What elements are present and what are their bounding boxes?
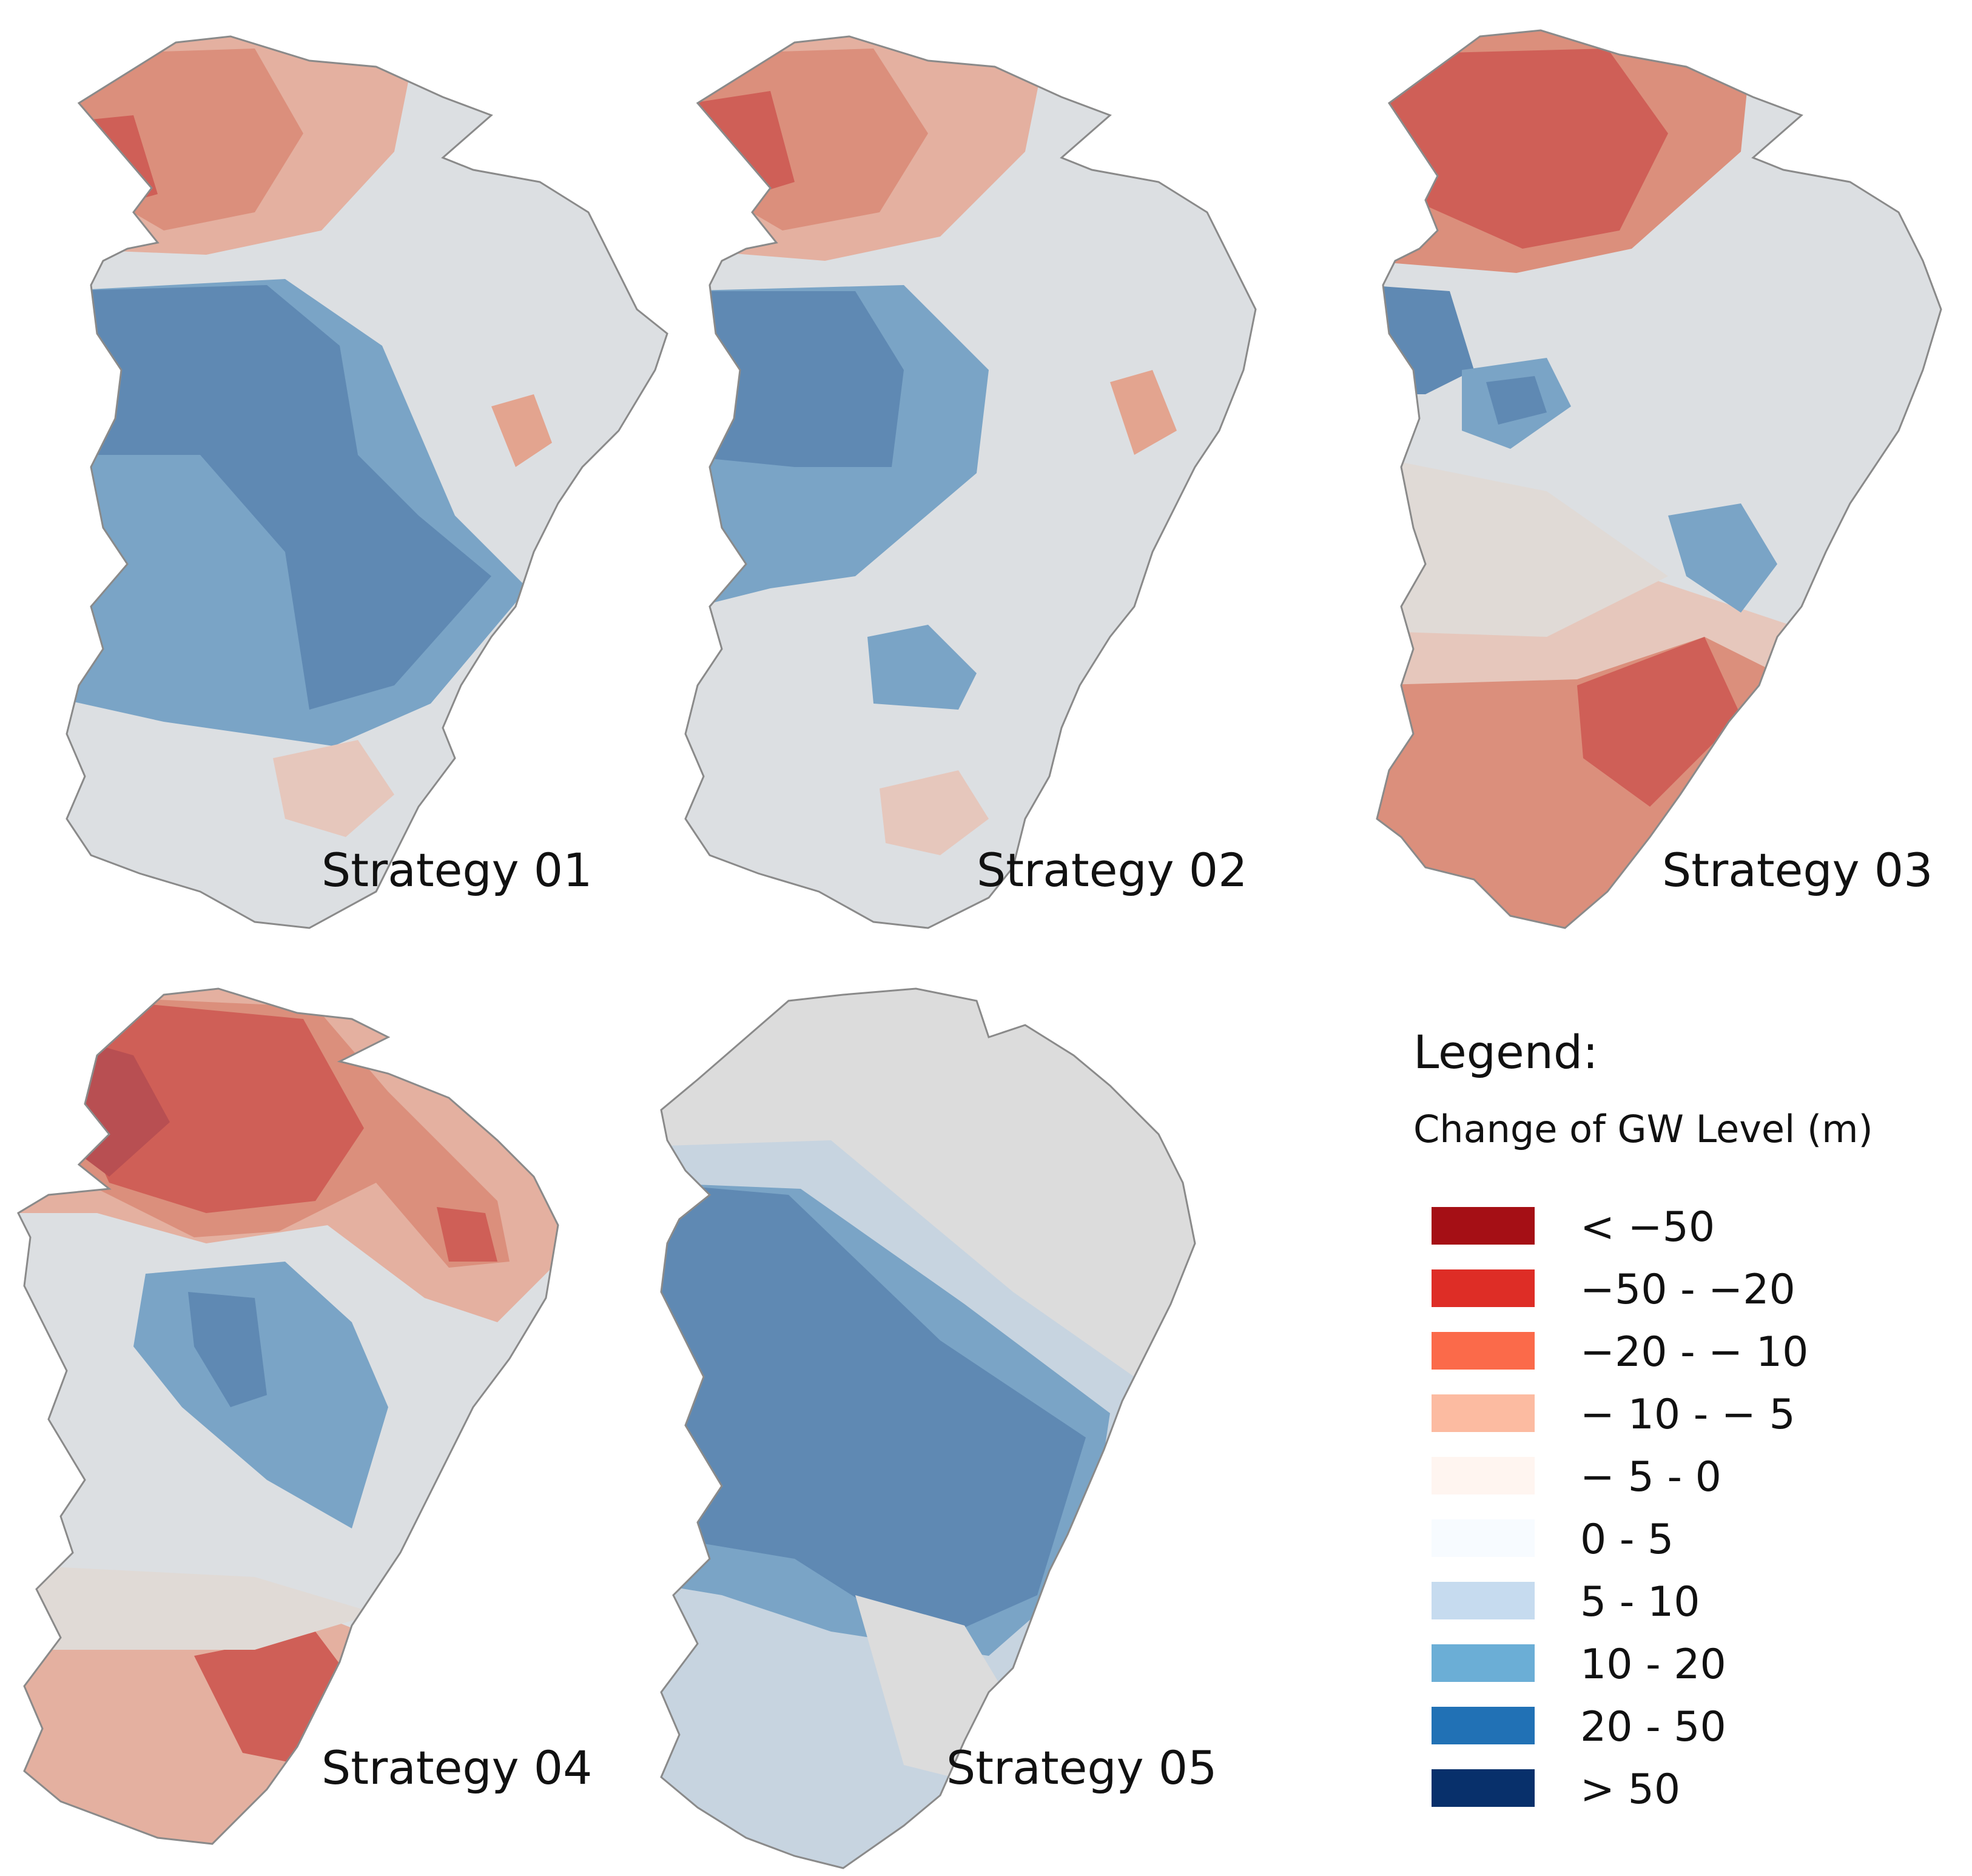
legend-item-20-50: 20 - 50	[1432, 1703, 1917, 1751]
legend-swatch	[1432, 1332, 1535, 1370]
legend-item-m5-0: − 5 - 0	[1432, 1453, 1917, 1501]
legend-item-m20-m10: −20 - − 10	[1432, 1328, 1917, 1376]
legend-swatch	[1432, 1644, 1535, 1682]
legend-subtitle: Change of GW Level (m)	[1413, 1107, 1873, 1151]
legend-item-5-10: 5 - 10	[1432, 1578, 1917, 1626]
legend-item-lt-m50: < −50	[1432, 1203, 1917, 1251]
legend-item-m50-m20: −50 - −20	[1432, 1266, 1917, 1314]
zone-near-zero	[855, 1595, 1001, 1777]
legend-item-gt-50: > 50	[1432, 1766, 1917, 1814]
zone-near-zero	[18, 1565, 376, 1650]
legend-swatch	[1432, 1769, 1535, 1807]
map-strategy-05	[660, 987, 1196, 1869]
legend-item-0-5: 0 - 5	[1432, 1516, 1917, 1564]
map-panel-strategy-05: Strategy 05	[649, 987, 1231, 1869]
zone-negative-minor	[273, 740, 394, 837]
map-strategy-04	[17, 987, 559, 1845]
legend-label: − 5 - 0	[1580, 1453, 1721, 1501]
legend-label: < −50	[1580, 1203, 1715, 1251]
map-panel-strategy-03: Strategy 03	[1365, 29, 1947, 952]
map-strategy-01	[66, 35, 668, 929]
map-panel-strategy-04: Strategy 04	[12, 983, 594, 1868]
zone-positive-core	[1486, 376, 1547, 425]
zone-positive-strong	[685, 291, 904, 467]
panel-label: Strategy 04	[321, 1741, 593, 1795]
map-strategy-03	[1376, 29, 1942, 929]
legend-label: 0 - 5	[1580, 1516, 1674, 1564]
legend-swatch	[1432, 1269, 1535, 1307]
legend-label: −50 - −20	[1580, 1266, 1795, 1314]
panel-label: Strategy 03	[1662, 843, 1933, 897]
legend-label: 5 - 10	[1580, 1578, 1700, 1626]
legend-swatch	[1432, 1519, 1535, 1557]
zone-near-zero	[1377, 455, 1668, 637]
map-boundary	[66, 35, 668, 929]
zone-positive-spot	[1668, 503, 1777, 613]
legend-label: −20 - − 10	[1580, 1328, 1809, 1376]
panel-label: Strategy 05	[946, 1741, 1217, 1795]
legend-swatch	[1432, 1207, 1535, 1245]
legend-item-m10-m5: − 10 - − 5	[1432, 1391, 1917, 1439]
map-panel-strategy-01: Strategy 01	[55, 30, 668, 952]
zone-positive-strong	[67, 285, 491, 710]
legend-swatch	[1432, 1457, 1535, 1494]
map-boundary	[1376, 29, 1942, 929]
zone-negative-core-south	[1577, 637, 1741, 807]
map-panel-strategy-02: Strategy 02	[673, 30, 1257, 958]
zone-negative-core	[1377, 49, 1668, 249]
legend-swatch	[1432, 1582, 1535, 1619]
zone-positive-spot	[867, 625, 977, 710]
legend-swatch	[1432, 1394, 1535, 1432]
map-boundary	[17, 987, 559, 1845]
legend: Legend: Change of GW Level (m) < −50 −50…	[1407, 1007, 1953, 1814]
panel-label: Strategy 01	[321, 843, 593, 897]
legend-title: Legend:	[1413, 1025, 1598, 1079]
map-boundary	[684, 35, 1257, 929]
zone-negative-spot	[491, 394, 552, 467]
zone-negative-spot	[437, 1207, 497, 1262]
zone-positive-strong	[661, 1183, 1086, 1644]
map-boundary	[660, 987, 1196, 1869]
legend-label: 10 - 20	[1580, 1641, 1726, 1689]
legend-item-10-20: 10 - 20	[1432, 1641, 1917, 1689]
zone-negative-minor	[880, 770, 989, 855]
zone-positive-strong	[188, 1292, 267, 1407]
legend-swatch	[1432, 1707, 1535, 1744]
legend-label: − 10 - − 5	[1580, 1391, 1795, 1439]
legend-label: 20 - 50	[1580, 1703, 1726, 1751]
map-strategy-02	[684, 35, 1257, 929]
zone-negative-spot	[1110, 370, 1177, 455]
legend-label: > 50	[1580, 1766, 1681, 1814]
panel-label: Strategy 02	[977, 843, 1248, 897]
